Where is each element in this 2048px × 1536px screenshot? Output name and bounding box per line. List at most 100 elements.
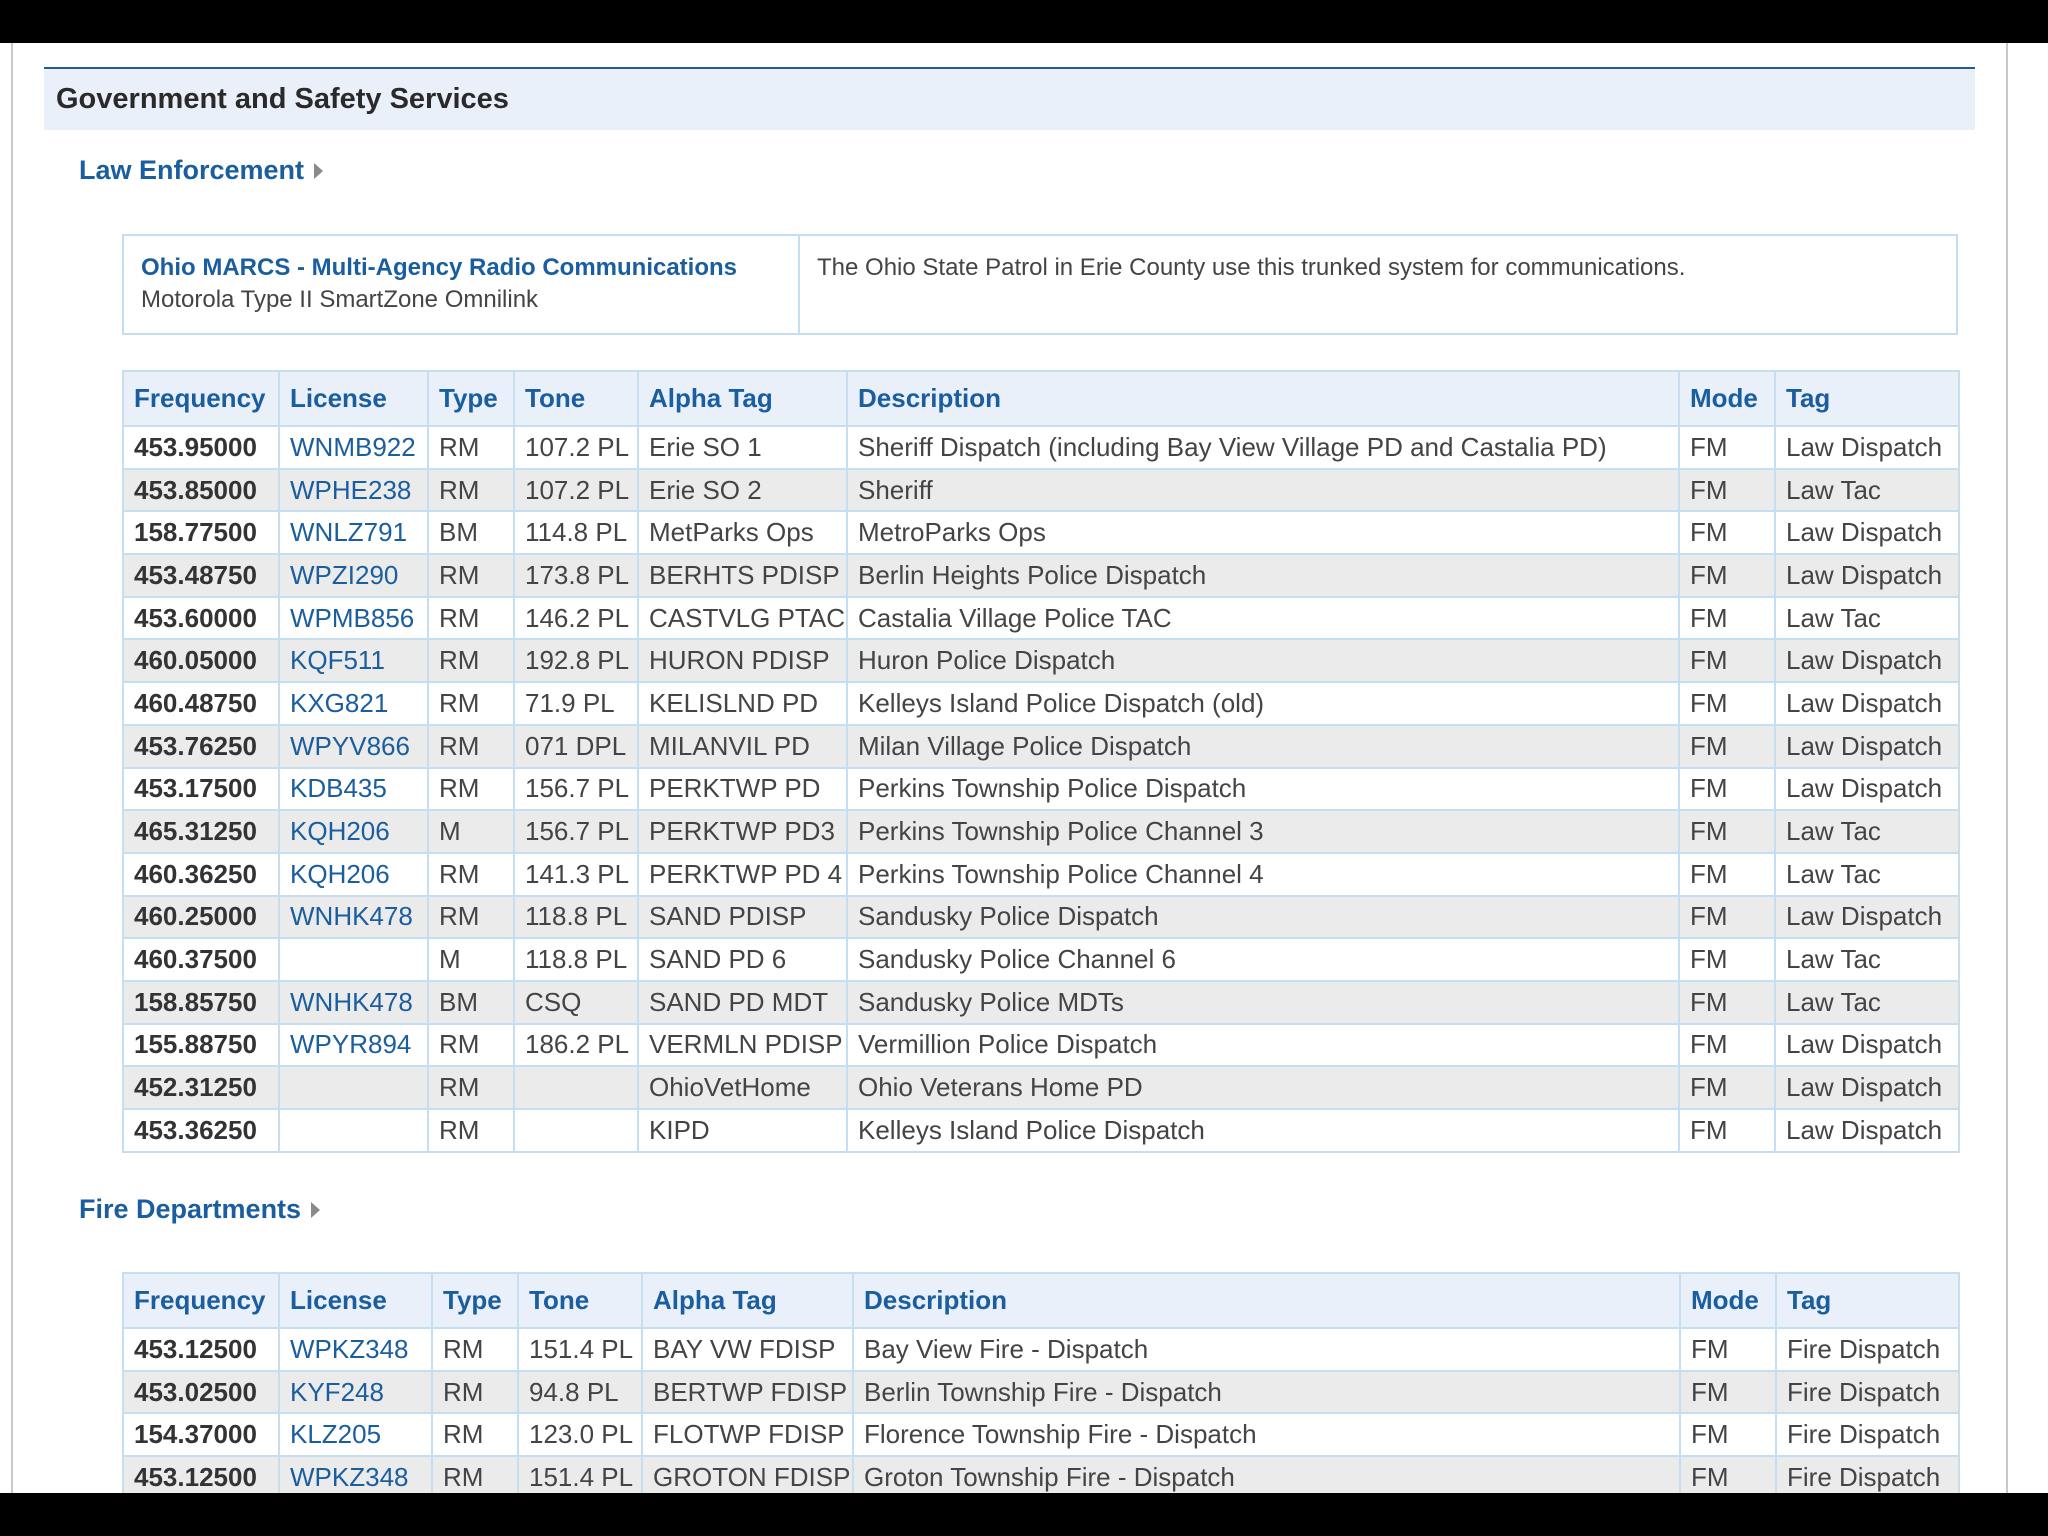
license-cell[interactable]: WNHK478 xyxy=(278,894,429,940)
frequency-cell: 453.36250 xyxy=(122,1108,280,1153)
license-cell[interactable]: WPKZ348 xyxy=(278,1455,433,1493)
mode-cell: FM xyxy=(1678,681,1776,726)
frequency-cell: 453.17500 xyxy=(122,766,280,812)
type-cell: RM xyxy=(431,1327,519,1372)
system-name-link[interactable]: Ohio MARCS - Multi-Agency Radio Communic… xyxy=(141,254,738,281)
tag-cell: Fire Dispatch xyxy=(1775,1369,1960,1415)
mode-cell: FM xyxy=(1678,851,1776,897)
table-row: 453.76250 WPYV866 RM 071 DPL MILANVIL PD Mila… xyxy=(122,723,1960,769)
table-row: 460.48750 KXG821 RM 71.9 PL KELISLND PD Kelle… xyxy=(122,681,1960,726)
column-header-description[interactable]: Description xyxy=(846,370,1680,427)
column-header-mode[interactable]: Mode xyxy=(1678,370,1776,427)
tone-cell: 118.8 PL xyxy=(513,937,639,982)
license-cell[interactable]: WPYR894 xyxy=(278,1022,429,1068)
table-row: 453.85000 WPHE238 RM 107.2 PL Erie SO 2 Sheri… xyxy=(122,467,1960,513)
section-title: Government and Safety Services xyxy=(56,83,509,115)
license-cell[interactable]: KQF511 xyxy=(278,638,429,684)
column-header-alpha-tag[interactable]: Alpha Tag xyxy=(641,1272,854,1329)
column-header-mode[interactable]: Mode xyxy=(1679,1272,1777,1329)
column-header-frequency[interactable]: Frequency xyxy=(122,370,280,427)
column-header-tone[interactable]: Tone xyxy=(513,370,639,427)
license-cell[interactable]: KYF248 xyxy=(278,1369,433,1415)
tone-cell: 192.8 PL xyxy=(513,638,639,684)
license-cell[interactable]: WPYV866 xyxy=(278,723,429,769)
law-enforcement-link[interactable]: Law Enforcement xyxy=(79,155,305,185)
column-header-description[interactable]: Description xyxy=(852,1272,1681,1329)
description-cell: Perkins Township Police Channel 3 xyxy=(846,809,1680,854)
fire-departments-link[interactable]: Fire Departments xyxy=(79,1194,302,1224)
description-cell: Ohio Veterans Home PD xyxy=(846,1065,1680,1110)
fire-departments-heading[interactable]: Fire Departments xyxy=(79,1194,321,1225)
type-cell: RM xyxy=(427,553,515,598)
description-cell: Perkins Township Police Dispatch xyxy=(846,766,1680,812)
tag-cell: Fire Dispatch xyxy=(1775,1412,1960,1458)
tag-cell: Law Tac xyxy=(1774,595,1960,641)
type-cell: RM xyxy=(427,1108,515,1153)
column-header-tag[interactable]: Tag xyxy=(1775,1272,1960,1329)
table-header-row: Frequency License Type Tone Alpha Tag Descrip… xyxy=(122,370,1960,427)
type-cell: RM xyxy=(431,1455,519,1493)
mode-cell: FM xyxy=(1678,595,1776,641)
alpha-tag-cell: SAND PDISP xyxy=(637,894,848,940)
tag-cell: Law Dispatch xyxy=(1774,681,1960,726)
law-enforcement-heading[interactable]: Law Enforcement xyxy=(79,155,324,186)
type-cell: BM xyxy=(427,510,515,556)
license-cell[interactable]: WNHK478 xyxy=(278,979,429,1025)
system-description: The Ohio State Patrol in Erie County use… xyxy=(817,254,1686,281)
frequency-cell: 453.48750 xyxy=(122,553,280,598)
column-header-type[interactable]: Type xyxy=(431,1272,519,1329)
mode-cell: FM xyxy=(1679,1369,1777,1415)
license-cell[interactable]: KQH206 xyxy=(278,809,429,854)
license-cell[interactable]: WPMB856 xyxy=(278,595,429,641)
tone-cell: 156.7 PL xyxy=(513,766,639,812)
column-header-license[interactable]: License xyxy=(278,1272,433,1329)
tone-cell: 118.8 PL xyxy=(513,894,639,940)
table-row: 154.37000 KLZ205 RM 123.0 PL FLOTWP FDISP Flo… xyxy=(122,1412,1960,1458)
table-row: 453.95000 WNMB922 RM 107.2 PL Erie SO 1 Sheri… xyxy=(122,425,1960,470)
column-header-license[interactable]: License xyxy=(278,370,429,427)
column-header-tag[interactable]: Tag xyxy=(1774,370,1960,427)
chevron-right-icon xyxy=(311,1201,321,1218)
page-content: Government and Safety Services Law Enfor… xyxy=(0,43,2048,1493)
license-cell[interactable]: KXG821 xyxy=(278,681,429,726)
mode-cell: FM xyxy=(1678,425,1776,470)
alpha-tag-cell: BERHTS PDISP xyxy=(637,553,848,598)
license-cell[interactable]: KQH206 xyxy=(278,851,429,897)
license-cell[interactable]: WPHE238 xyxy=(278,467,429,513)
description-cell: Milan Village Police Dispatch xyxy=(846,723,1680,769)
description-cell: Vermillion Police Dispatch xyxy=(846,1022,1680,1068)
frequency-cell: 453.12500 xyxy=(122,1455,280,1493)
alpha-tag-cell: GROTON FDISP xyxy=(641,1455,854,1493)
tag-cell: Law Tac xyxy=(1774,851,1960,897)
license-cell[interactable]: KLZ205 xyxy=(278,1412,433,1458)
license-cell[interactable]: WPKZ348 xyxy=(278,1327,433,1372)
frequency-cell: 453.76250 xyxy=(122,723,280,769)
description-cell: Berlin Township Fire - Dispatch xyxy=(852,1369,1681,1415)
license-cell[interactable]: WNLZ791 xyxy=(278,510,429,556)
law-enforcement-table: Frequency License Type Tone Alpha Tag Descrip… xyxy=(122,370,1960,1153)
description-cell: Sandusky Police Dispatch xyxy=(846,894,1680,940)
license-cell[interactable]: WPZI290 xyxy=(278,553,429,598)
frequency-cell: 453.95000 xyxy=(122,425,280,470)
tone-cell: 156.7 PL xyxy=(513,809,639,854)
table-row: 453.02500 KYF248 RM 94.8 PL BERTWP FDISP Berl… xyxy=(122,1369,1960,1415)
license-cell[interactable]: WNMB922 xyxy=(278,425,429,470)
frequency-cell: 453.85000 xyxy=(122,467,280,513)
type-cell: BM xyxy=(427,979,515,1025)
column-header-frequency[interactable]: Frequency xyxy=(122,1272,280,1329)
alpha-tag-cell: VERMLN PDISP xyxy=(637,1022,848,1068)
license-cell[interactable]: KDB435 xyxy=(278,766,429,812)
column-header-alpha-tag[interactable]: Alpha Tag xyxy=(637,370,848,427)
column-header-type[interactable]: Type xyxy=(427,370,515,427)
tone-cell: 94.8 PL xyxy=(517,1369,643,1415)
description-cell: Sandusky Police MDTs xyxy=(846,979,1680,1025)
description-cell: Sheriff Dispatch (including Bay View Vil… xyxy=(846,425,1680,470)
column-header-tone[interactable]: Tone xyxy=(517,1272,643,1329)
alpha-tag-cell: SAND PD MDT xyxy=(637,979,848,1025)
tag-cell: Fire Dispatch xyxy=(1775,1327,1960,1372)
table-row: 453.12500 WPKZ348 RM 151.4 PL BAY VW FDISP Ba… xyxy=(122,1327,1960,1372)
tone-cell: 107.2 PL xyxy=(513,425,639,470)
tag-cell: Law Tac xyxy=(1774,979,1960,1025)
tone-cell: CSQ xyxy=(513,979,639,1025)
table-row: 460.05000 KQF511 RM 192.8 PL HURON PDISP Huro… xyxy=(122,638,1960,684)
